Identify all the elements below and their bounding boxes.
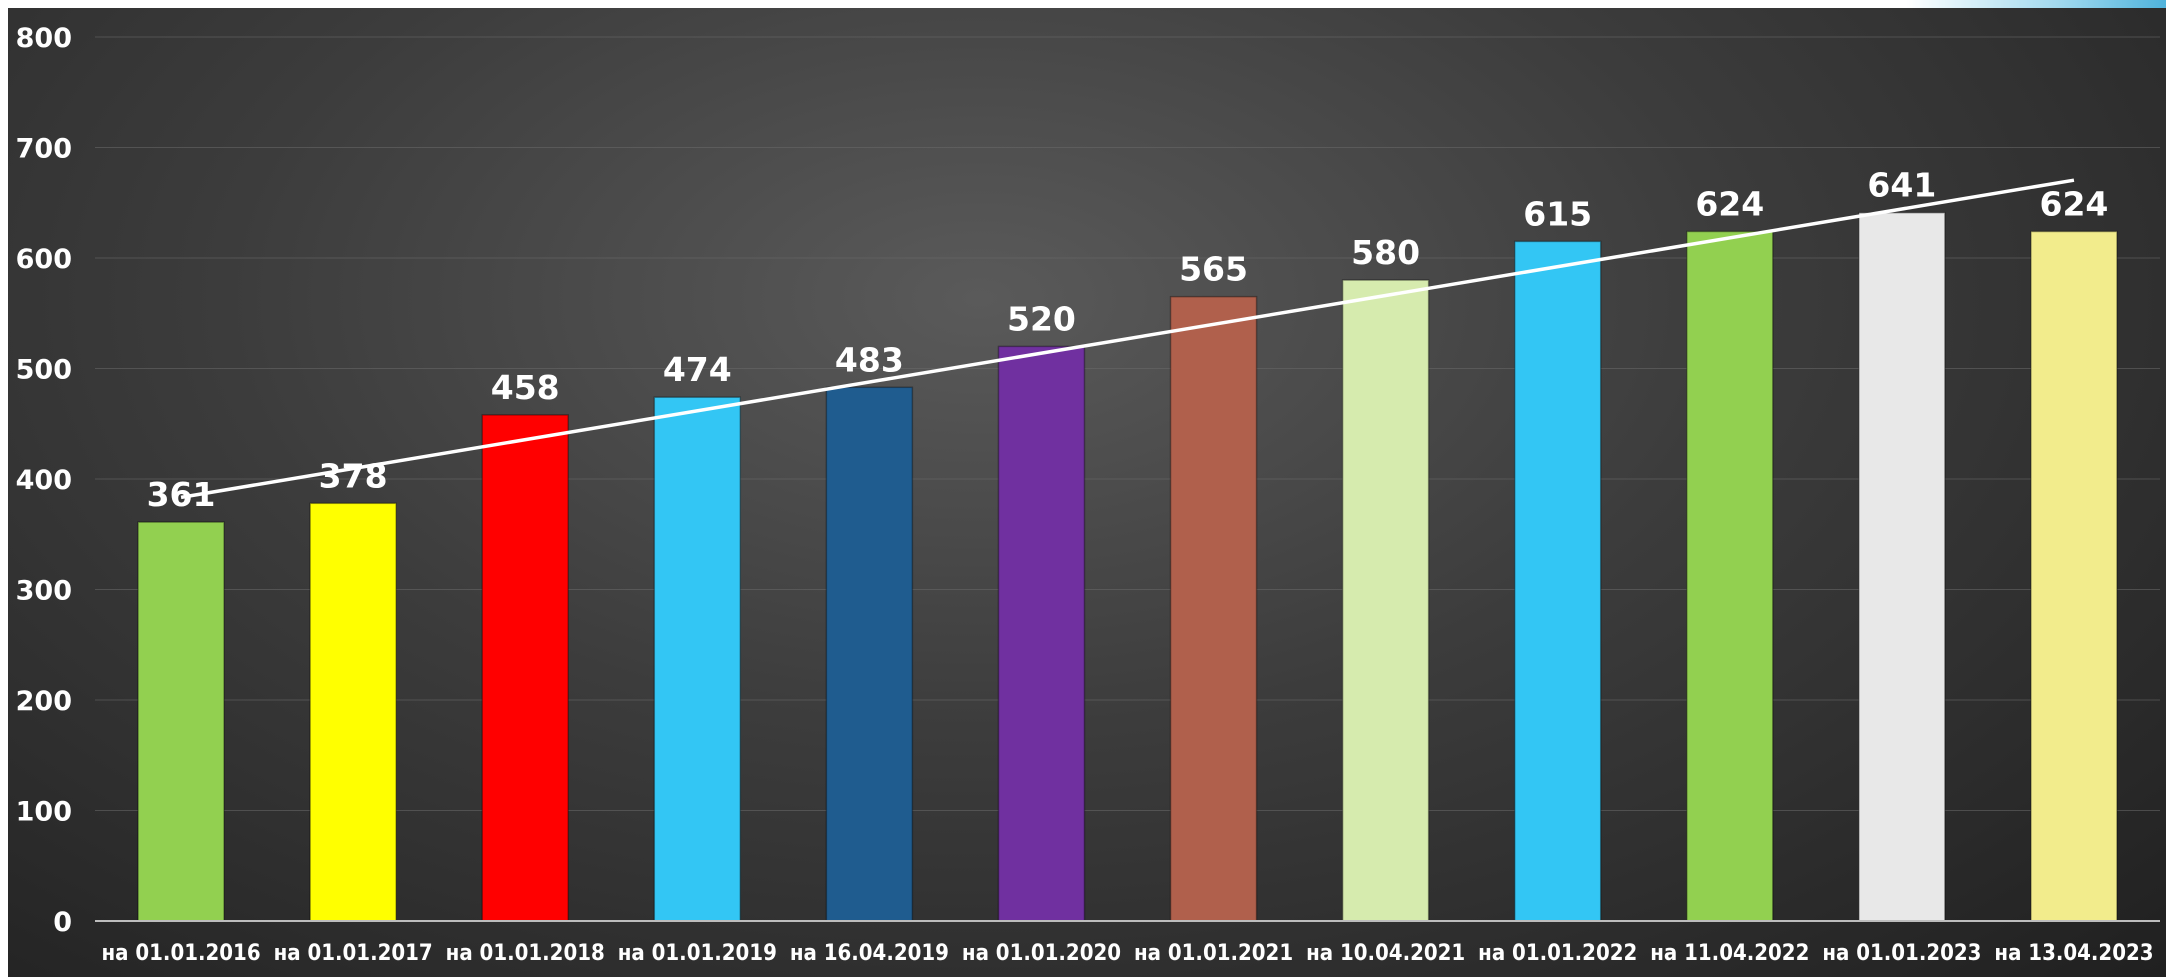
bar [653,396,742,922]
y-tick-label: 500 [16,355,72,386]
bar [137,521,225,922]
x-tick-label: на 01.01.2022 [1478,941,1637,966]
data-label: 361 [147,475,216,514]
y-tick-label: 600 [16,244,72,275]
bar [1341,279,1430,922]
bar [309,502,397,922]
x-tick-label: на 13.04.2023 [1994,941,2153,966]
y-tick-label: 300 [16,576,72,607]
bar [1169,295,1258,922]
y-tick-label: 200 [16,686,72,717]
x-tick-label: на 01.01.2019 [618,941,777,966]
x-tick-label: на 01.01.2016 [101,941,260,966]
data-label: 641 [1867,166,1936,205]
x-tick-label: на 16.04.2019 [790,941,949,966]
y-tick-label: 400 [16,465,72,496]
data-label: 624 [2040,184,2109,223]
data-label: 615 [1523,194,1592,233]
bar [997,345,1086,922]
data-label: 624 [1695,184,1764,223]
data-label: 474 [663,350,732,389]
x-tick-label: на 11.04.2022 [1650,941,1809,966]
x-tick-label: на 10.04.2021 [1306,941,1465,966]
x-tick-label: на 01.01.2023 [1822,941,1981,966]
bar [2030,230,2118,922]
trendline [180,178,2075,500]
data-label: 565 [1179,250,1248,289]
data-label: 378 [319,456,388,495]
y-tick-label: 0 [53,907,72,938]
data-label: 520 [1007,299,1076,338]
y-tick-label: 100 [16,797,72,828]
x-tick-label: на 01.01.2018 [446,941,605,966]
x-tick-label: на 01.01.2017 [274,941,433,966]
bar [1513,240,1602,922]
data-label: 580 [1351,233,1420,272]
data-label: 458 [491,368,560,407]
bar [1858,211,1946,922]
y-tick-label: 800 [16,23,72,54]
x-tick-label: на 01.01.2020 [962,941,1121,966]
data-label: 483 [835,340,904,379]
bar [481,414,569,922]
corner-decoration [1906,0,2166,8]
bar [1686,230,1774,922]
x-tick-label: на 01.01.2021 [1134,941,1293,966]
y-tick-label: 700 [16,134,72,165]
bar [825,386,914,922]
